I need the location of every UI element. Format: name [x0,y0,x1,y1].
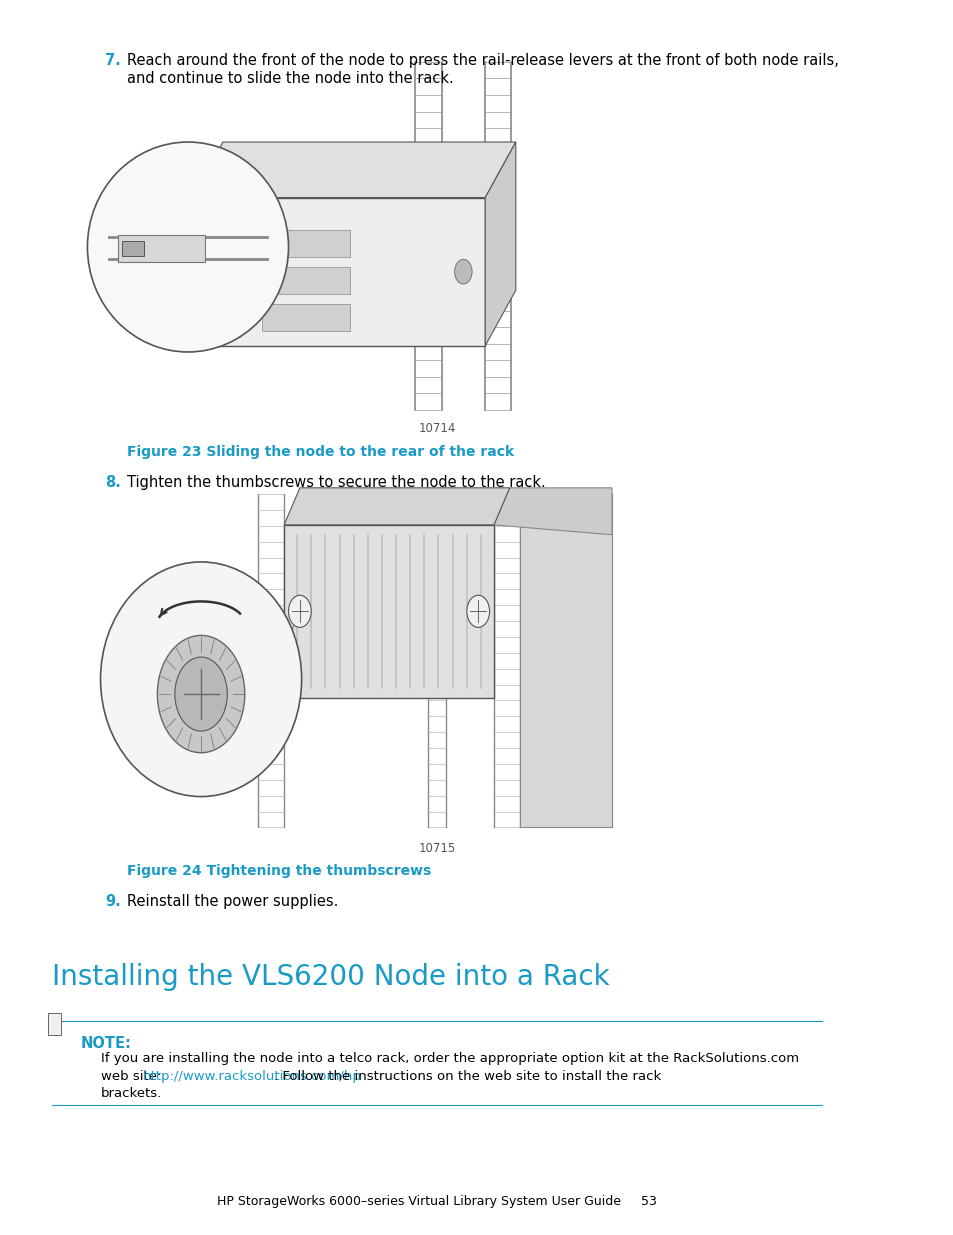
Polygon shape [284,488,509,525]
Text: HP StorageWorks 6000–series Virtual Library System User Guide     53: HP StorageWorks 6000–series Virtual Libr… [217,1194,657,1208]
Text: NOTE:: NOTE: [80,1036,132,1051]
Polygon shape [519,494,611,827]
FancyBboxPatch shape [284,525,494,698]
FancyBboxPatch shape [193,198,485,346]
Text: If you are installing the node into a telco rack, order the appropriate option k: If you are installing the node into a te… [100,1052,798,1066]
FancyBboxPatch shape [262,304,350,331]
Polygon shape [494,488,611,535]
Ellipse shape [100,562,301,797]
Text: . Follow the instructions on the web site to install the rack: . Follow the instructions on the web sit… [274,1070,661,1083]
FancyBboxPatch shape [122,241,144,256]
Text: http://www.racksolutions.com/hp: http://www.racksolutions.com/hp [143,1070,361,1083]
Polygon shape [193,142,516,198]
Text: brackets.: brackets. [100,1087,162,1100]
Text: Reach around the front of the node to press the rail-release levers at the front: Reach around the front of the node to pr… [127,53,838,85]
Circle shape [466,595,489,627]
Text: 9.: 9. [105,894,120,909]
Text: web site:: web site: [100,1070,165,1083]
Text: Figure 23 Sliding the node to the rear of the rack: Figure 23 Sliding the node to the rear o… [127,445,514,458]
Text: 10715: 10715 [418,842,456,856]
Text: 10714: 10714 [418,422,456,436]
Text: 7.: 7. [105,53,120,68]
FancyBboxPatch shape [262,267,350,294]
Circle shape [174,657,227,731]
FancyBboxPatch shape [196,201,257,216]
Text: Tighten the thumbscrews to secure the node to the rack.: Tighten the thumbscrews to secure the no… [127,475,545,490]
Polygon shape [485,142,516,346]
Text: Reinstall the power supplies.: Reinstall the power supplies. [127,894,337,909]
Text: Figure 24 Tightening the thumbscrews: Figure 24 Tightening the thumbscrews [127,864,431,878]
Circle shape [455,259,472,284]
FancyBboxPatch shape [48,1013,61,1035]
FancyBboxPatch shape [118,235,205,262]
Ellipse shape [157,636,245,753]
FancyBboxPatch shape [262,230,350,257]
Text: 8.: 8. [105,475,121,490]
Ellipse shape [88,142,288,352]
Circle shape [288,595,311,627]
Text: Installing the VLS6200 Node into a Rack: Installing the VLS6200 Node into a Rack [52,963,609,992]
